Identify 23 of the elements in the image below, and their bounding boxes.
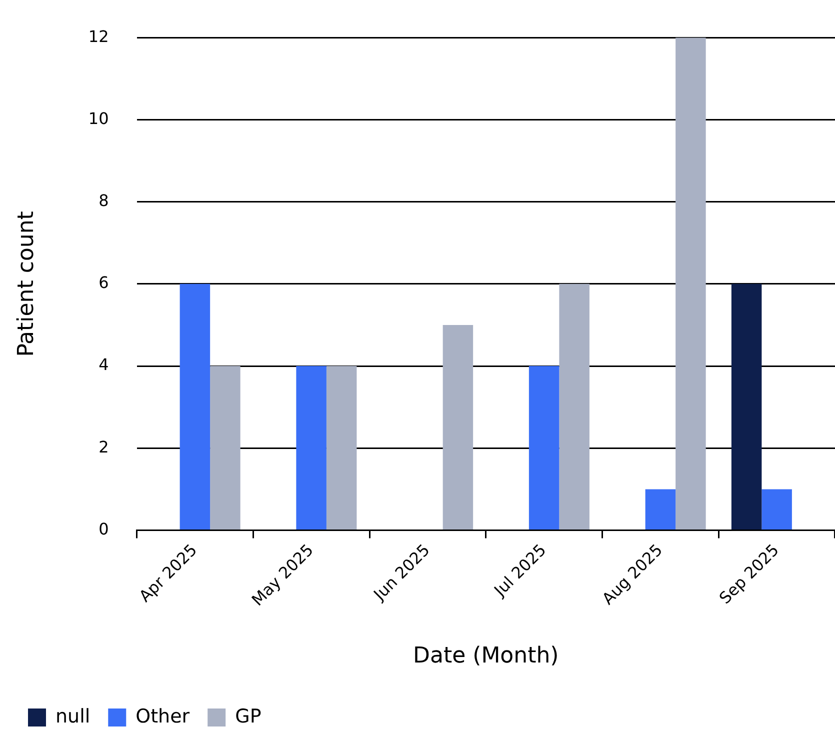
y-tick-label: 8 bbox=[98, 190, 109, 210]
bar bbox=[296, 366, 326, 530]
bar bbox=[731, 284, 762, 530]
bar bbox=[762, 489, 792, 530]
legend-label: GP bbox=[235, 705, 262, 728]
bar bbox=[559, 284, 590, 530]
x-axis-title: Date (Month) bbox=[413, 644, 559, 669]
bar bbox=[180, 284, 210, 530]
y-axis-title: Patient count bbox=[14, 210, 39, 357]
bar bbox=[528, 366, 560, 530]
bar bbox=[645, 489, 676, 530]
legend-label: null bbox=[56, 705, 90, 728]
legend-label: Other bbox=[136, 705, 190, 728]
y-tick-label: 4 bbox=[98, 355, 109, 374]
y-tick-label: 2 bbox=[98, 437, 109, 456]
y-tick-label: 6 bbox=[98, 273, 109, 292]
y-tick-label: 10 bbox=[88, 108, 109, 128]
bar bbox=[326, 366, 357, 530]
bar bbox=[210, 366, 240, 530]
bar bbox=[676, 38, 706, 530]
y-tick-label: 12 bbox=[88, 26, 109, 46]
y-tick-label: 0 bbox=[98, 519, 109, 538]
bar bbox=[442, 324, 474, 530]
